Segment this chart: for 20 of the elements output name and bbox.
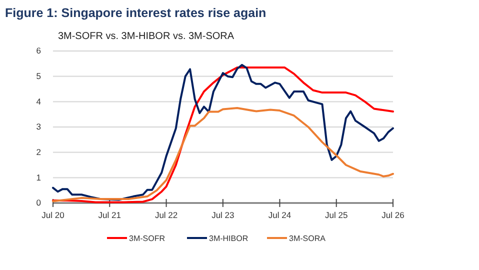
legend-label: 3M-SOFR: [129, 234, 166, 243]
y-tick-label: 4: [36, 96, 42, 106]
y-tick-label: 0: [36, 198, 42, 208]
x-tick-label: Jul 26: [382, 210, 405, 220]
y-tick-label: 2: [36, 147, 42, 158]
chart-subtitle: 3M-SOFR vs. 3M-HIBOR vs. 3M-SORA: [58, 31, 234, 42]
line-series: [52, 107, 394, 202]
x-tick-label: Jul 25: [325, 210, 348, 220]
legend-label: 3M-SORA: [289, 234, 326, 243]
y-tick-label: 3: [36, 122, 42, 132]
x-tick-label: Jul 23: [212, 210, 235, 220]
chart-title: Figure 1: Singapore interest rates rise again: [5, 6, 266, 20]
y-tick-label: 1: [36, 172, 42, 182]
x-tick-label: Jul 24: [268, 210, 292, 220]
x-tick-label: Jul 21: [98, 210, 122, 220]
x-tick-label: Jul 22: [154, 210, 178, 220]
x-tick-label: Jul 20: [42, 210, 65, 220]
y-tick-label: 6: [36, 46, 42, 56]
legend-label: 3M-HIBOR: [209, 234, 248, 243]
y-tick-label: 5: [36, 71, 42, 82]
